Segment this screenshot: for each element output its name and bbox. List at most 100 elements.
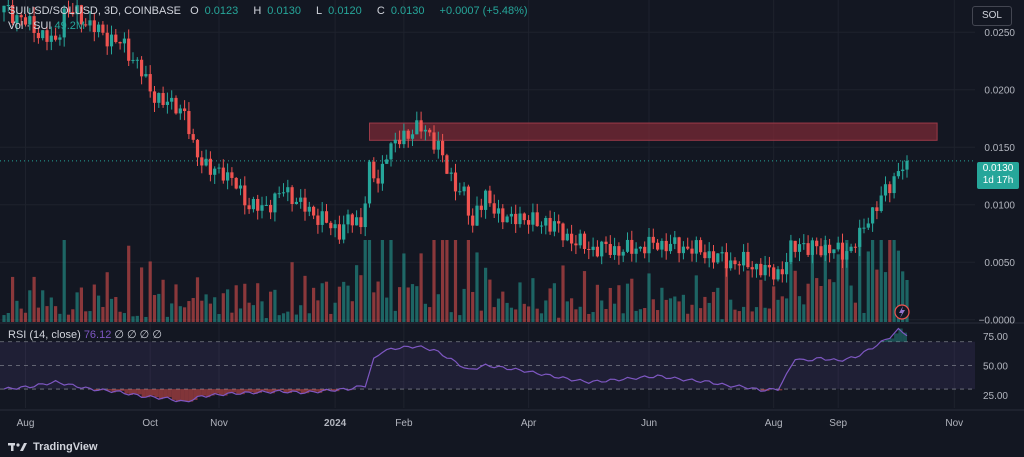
candle-body: [789, 240, 793, 263]
volume-bar: [359, 275, 363, 322]
rsi-tick-label: 50.00: [983, 361, 1008, 372]
bar-countdown: 1d 17h: [982, 175, 1014, 186]
candle-body: [393, 139, 397, 144]
volume-bar: [200, 300, 204, 322]
candle-body: [45, 30, 49, 42]
last-price: 0.0130: [982, 163, 1014, 174]
candle-body: [316, 215, 320, 225]
candle-body: [449, 172, 453, 174]
candle-body: [148, 74, 152, 92]
candle-body: [866, 223, 870, 228]
volume-bar: [458, 315, 462, 322]
candle-body: [307, 206, 311, 212]
volume-bar: [617, 285, 621, 322]
candle-body: [174, 97, 178, 114]
candle-body: [337, 224, 341, 240]
candle-body: [690, 248, 694, 254]
candle-body: [815, 240, 819, 247]
volume-bar: [6, 313, 10, 322]
candle-body: [423, 129, 427, 132]
volume-bar: [140, 267, 144, 322]
volume-bar: [333, 302, 337, 322]
candle-body: [677, 237, 681, 254]
candle-body: [604, 241, 608, 245]
price-axis: 0.0250 0.0200 0.0150 0.0100 0.0050 −0.0000 75.…: [979, 28, 1016, 402]
rsi-oversold-fill: [214, 389, 219, 394]
volume-bar: [574, 309, 578, 322]
candle-body: [600, 241, 604, 257]
rsi-oversold-fill: [193, 389, 198, 400]
volume-bar: [608, 287, 612, 322]
volume-bar: [613, 303, 617, 322]
rsi-oversold-fill: [778, 389, 783, 391]
volume-bar: [896, 250, 900, 322]
price-tick-label: 0.0200: [984, 86, 1015, 97]
volume-bar: [432, 240, 436, 322]
volume-bar: [157, 293, 161, 322]
candle-body: [896, 171, 900, 177]
candle-body: [97, 24, 101, 33]
volume-value: 49.2M: [54, 20, 86, 32]
rsi-oversold-fill: [305, 389, 310, 394]
candle-body: [66, 8, 71, 12]
candle-body: [780, 269, 784, 275]
candles: [2, 0, 909, 286]
candle-body: [346, 214, 350, 225]
volume-bar: [294, 314, 298, 322]
candle-body: [165, 101, 169, 106]
volume-bar: [699, 308, 703, 322]
candle-body: [591, 246, 595, 250]
volume-bar: [131, 316, 135, 322]
symbol-legend: SUIUSD/SOLUSD, 3D, COINBASE O 0.0123 H 0.0…: [8, 5, 534, 17]
rsi-oversold-fill: [128, 389, 133, 395]
volume-bar: [673, 296, 677, 322]
volume-bar: [492, 307, 496, 322]
candle-body: [613, 246, 617, 255]
candle-body: [372, 161, 376, 179]
candle-body: [406, 130, 410, 139]
volume-bar: [488, 279, 492, 322]
candle-body: [71, 11, 75, 15]
candle-body: [849, 246, 853, 252]
candle-body: [260, 205, 264, 211]
candle-body: [350, 214, 354, 226]
candle-body: [277, 193, 281, 195]
volume-bar: [828, 279, 832, 322]
candle-body: [832, 249, 836, 254]
volume-bar: [531, 278, 535, 322]
time-tick-label: Jun: [641, 418, 657, 429]
volume-bar: [767, 308, 771, 322]
currency-button[interactable]: SOL: [972, 6, 1012, 26]
time-tick-label: Nov: [210, 418, 228, 429]
rsi-oversold-fill: [317, 389, 323, 393]
candle-body: [711, 251, 716, 263]
symbol-title[interactable]: SUIUSD/SOLUSD, 3D, COINBASE: [8, 5, 181, 17]
volume-bar: [716, 287, 720, 322]
candle-body: [19, 15, 23, 18]
candle-body: [686, 246, 690, 249]
candle-body: [733, 260, 737, 265]
candle-body: [819, 246, 823, 256]
candle-body: [419, 120, 423, 132]
candle-body: [797, 244, 802, 252]
last-price-badge: 0.0130 1d 17h: [977, 162, 1019, 189]
volume-bar: [350, 301, 354, 322]
candle-body: [746, 251, 750, 268]
candle-body: [647, 236, 651, 254]
candle-body: [213, 168, 217, 175]
volume-bar: [587, 313, 591, 322]
rsi-tick-label: 25.00: [983, 391, 1008, 402]
time-tick-label: Nov: [945, 418, 963, 429]
candle-body: [217, 167, 221, 169]
rsi-overbought-fill: [889, 338, 895, 342]
candle-body: [724, 252, 728, 269]
volume-bar: [823, 240, 827, 322]
volume-bar: [656, 310, 660, 322]
rsi-oversold-fill: [760, 389, 766, 392]
rsi-label[interactable]: RSI (14, close): [8, 329, 81, 341]
candle-body: [183, 108, 187, 112]
volume-bar: [780, 296, 784, 322]
candle-body: [247, 205, 251, 210]
volume-bar: [664, 299, 668, 322]
